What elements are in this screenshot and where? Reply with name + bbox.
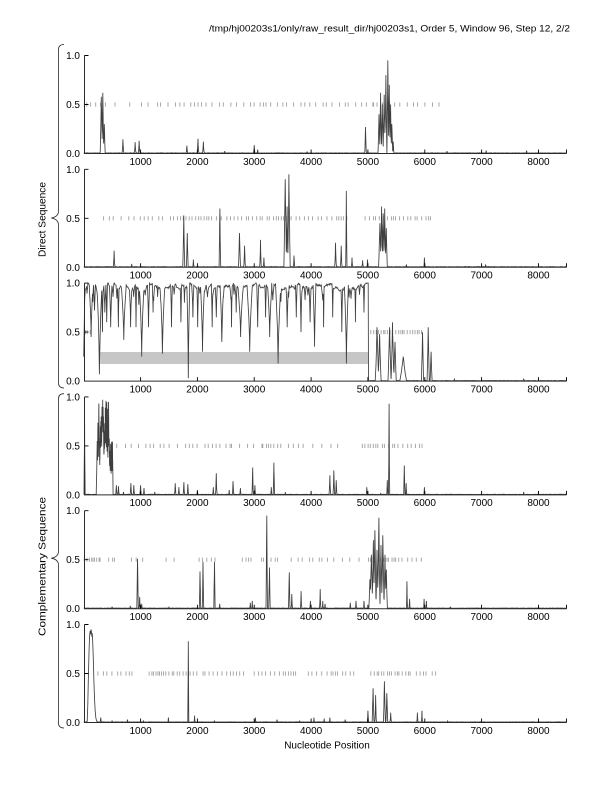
svg-text:4000: 4000	[300, 384, 323, 395]
svg-text:6000: 6000	[414, 271, 437, 282]
svg-text:0.5: 0.5	[66, 555, 80, 566]
svg-text:1.0: 1.0	[66, 392, 80, 403]
svg-text:8000: 8000	[527, 271, 550, 282]
svg-text:Complementary Sequence: Complementary Sequence	[37, 497, 49, 636]
svg-text:5000: 5000	[357, 726, 380, 737]
svg-text:0.0: 0.0	[66, 718, 80, 729]
svg-text:3000: 3000	[243, 612, 266, 623]
svg-text:7000: 7000	[470, 384, 493, 395]
svg-text:7000: 7000	[470, 726, 493, 737]
svg-text:8000: 8000	[527, 384, 550, 395]
svg-text:6000: 6000	[414, 612, 437, 623]
svg-text:5000: 5000	[357, 157, 380, 168]
svg-text:5000: 5000	[357, 271, 380, 282]
svg-text:1000: 1000	[129, 157, 152, 168]
svg-text:7000: 7000	[470, 498, 493, 509]
svg-text:3000: 3000	[243, 271, 266, 282]
svg-text:0.5: 0.5	[66, 100, 80, 111]
svg-text:1000: 1000	[129, 498, 152, 509]
svg-text:7000: 7000	[470, 157, 493, 168]
svg-text:0.0: 0.0	[66, 604, 80, 615]
svg-text:4000: 4000	[300, 612, 323, 623]
svg-text:3000: 3000	[243, 157, 266, 168]
svg-text:6000: 6000	[414, 726, 437, 737]
svg-text:3000: 3000	[243, 498, 266, 509]
svg-text:0.5: 0.5	[66, 214, 80, 225]
svg-text:2000: 2000	[186, 384, 209, 395]
svg-text:0.0: 0.0	[66, 149, 80, 160]
svg-text:2000: 2000	[186, 157, 209, 168]
svg-text:8000: 8000	[527, 726, 550, 737]
svg-text:8000: 8000	[527, 157, 550, 168]
svg-text:1.0: 1.0	[66, 279, 80, 290]
svg-text:1.0: 1.0	[66, 165, 80, 176]
svg-text:4000: 4000	[300, 157, 323, 168]
svg-text:4000: 4000	[300, 271, 323, 282]
svg-text:0.0: 0.0	[66, 377, 80, 388]
svg-text:0.5: 0.5	[66, 669, 80, 680]
svg-text:3000: 3000	[243, 726, 266, 737]
svg-text:1000: 1000	[129, 726, 152, 737]
svg-text:8000: 8000	[527, 498, 550, 509]
svg-text:1000: 1000	[129, 271, 152, 282]
svg-text:1.0: 1.0	[66, 51, 80, 62]
svg-text:6000: 6000	[414, 498, 437, 509]
svg-text:2000: 2000	[186, 612, 209, 623]
svg-text:4000: 4000	[300, 498, 323, 509]
svg-text:1.0: 1.0	[66, 620, 80, 631]
svg-text:0.5: 0.5	[66, 328, 80, 339]
svg-text:6000: 6000	[414, 384, 437, 395]
svg-text:0.5: 0.5	[66, 441, 80, 452]
svg-text:8000: 8000	[527, 612, 550, 623]
svg-text:7000: 7000	[470, 612, 493, 623]
svg-text:0.0: 0.0	[66, 490, 80, 501]
svg-text:7000: 7000	[470, 271, 493, 282]
svg-text:4000: 4000	[300, 726, 323, 737]
svg-text:0.0: 0.0	[66, 263, 80, 274]
svg-text:1000: 1000	[129, 612, 152, 623]
svg-text:1000: 1000	[129, 384, 152, 395]
svg-text:2000: 2000	[186, 498, 209, 509]
svg-text:3000: 3000	[243, 384, 266, 395]
svg-text:5000: 5000	[357, 498, 380, 509]
svg-text:Direct Sequence: Direct Sequence	[37, 182, 49, 257]
svg-text:5000: 5000	[357, 612, 380, 623]
svg-text:/tmp/hj00203s1/only/raw_result: /tmp/hj00203s1/only/raw_result_dir/hj002…	[209, 24, 570, 34]
svg-text:Nucleotide Position: Nucleotide Position	[284, 741, 370, 752]
svg-text:5000: 5000	[357, 384, 380, 395]
svg-text:2000: 2000	[186, 271, 209, 282]
svg-text:2000: 2000	[186, 726, 209, 737]
svg-text:6000: 6000	[414, 157, 437, 168]
svg-text:1.0: 1.0	[66, 506, 80, 517]
